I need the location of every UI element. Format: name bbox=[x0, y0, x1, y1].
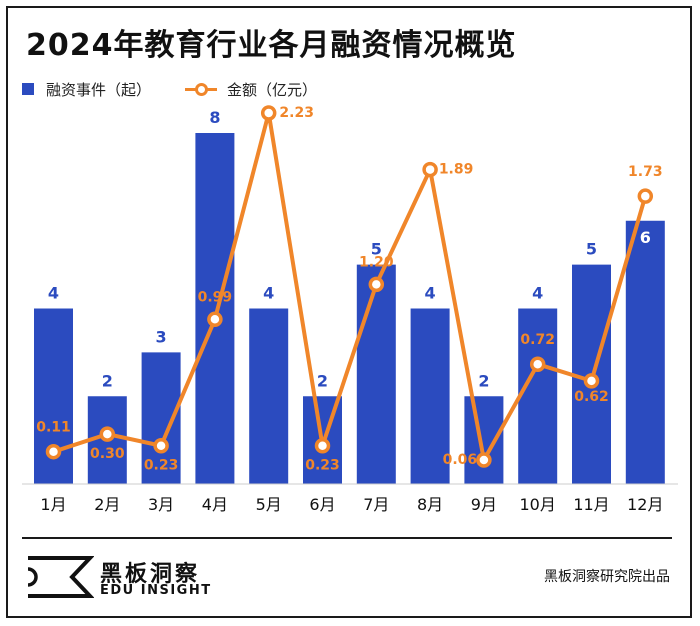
legend-item-bar: 融资事件（起） bbox=[22, 79, 151, 100]
x-tick-label-12: 12月 bbox=[627, 495, 663, 514]
x-tick-label-9: 9月 bbox=[471, 495, 497, 514]
amount-point-11 bbox=[583, 373, 600, 389]
x-tick-label-5: 5月 bbox=[256, 495, 282, 514]
bar-5 bbox=[249, 308, 289, 484]
amount-value-label-5: 2.23 bbox=[279, 105, 314, 121]
legend-item-line: 金额（亿元） bbox=[185, 79, 317, 100]
x-tick-label-2: 2月 bbox=[94, 495, 120, 514]
amount-point-10 bbox=[529, 356, 546, 372]
x-tick-label-8: 8月 bbox=[417, 495, 443, 514]
brand-name: 黑板洞察 bbox=[100, 562, 201, 587]
bar-value-label-10: 4 bbox=[532, 284, 543, 303]
bar-value-label-4: 8 bbox=[209, 108, 220, 127]
bar-value-label-9: 2 bbox=[478, 371, 489, 390]
x-tick-label-1: 1月 bbox=[40, 495, 66, 514]
bar-10 bbox=[518, 308, 558, 484]
amount-point-6 bbox=[314, 437, 331, 454]
x-tick-label-10: 10月 bbox=[520, 495, 556, 514]
x-tick-label-6: 6月 bbox=[309, 495, 335, 514]
amount-value-label-12: 1.73 bbox=[628, 164, 663, 180]
amount-point-8 bbox=[422, 161, 438, 178]
legend-bar-swatch bbox=[22, 83, 34, 95]
amount-point-2 bbox=[99, 426, 116, 442]
amount-value-label-8: 1.89 bbox=[439, 162, 474, 178]
bar-value-label-1: 4 bbox=[48, 284, 59, 303]
amount-value-label-4: 0.99 bbox=[198, 289, 233, 305]
x-tick-label-11: 11月 bbox=[573, 495, 609, 514]
bar-value-label-3: 3 bbox=[156, 327, 167, 346]
amount-value-label-1: 0.11 bbox=[36, 420, 71, 436]
amount-point-12 bbox=[637, 188, 654, 204]
bar-value-label-5: 4 bbox=[263, 284, 274, 303]
amount-value-label-6: 0.23 bbox=[305, 458, 340, 474]
amount-line bbox=[52, 111, 648, 463]
brand-logo-icon bbox=[27, 556, 94, 598]
amount-point-5 bbox=[260, 105, 277, 121]
bar-value-label-12: 6 bbox=[640, 228, 651, 247]
footer-divider bbox=[22, 537, 672, 539]
bar-value-label-7: 5 bbox=[371, 240, 382, 259]
legend-line-swatch bbox=[185, 83, 218, 96]
amount-value-label-11: 0.62 bbox=[574, 389, 609, 405]
bar-value-label-2: 2 bbox=[102, 371, 113, 390]
bar-value-label-6: 2 bbox=[317, 371, 328, 390]
x-tick-label-7: 7月 bbox=[363, 495, 389, 514]
amount-point-9 bbox=[476, 452, 492, 468]
bar-12 bbox=[625, 220, 665, 484]
amount-value-label-3: 0.23 bbox=[144, 458, 179, 474]
bar-4 bbox=[195, 133, 235, 484]
brand-subtitle: EDU INSIGHT bbox=[100, 583, 212, 598]
bar-8 bbox=[410, 308, 450, 484]
legend-bar-label: 融资事件（起） bbox=[46, 80, 152, 99]
bar-7 bbox=[356, 264, 396, 484]
amount-value-label-9: 0.06 bbox=[443, 452, 478, 468]
amount-point-4 bbox=[207, 311, 223, 328]
amount-point-1 bbox=[45, 443, 62, 460]
chart-frame bbox=[6, 6, 692, 618]
x-tick-label-3: 3月 bbox=[148, 495, 174, 514]
source-credit: 黑板洞察研究院出品 bbox=[544, 569, 670, 585]
bar-value-label-11: 5 bbox=[586, 240, 597, 259]
legend: 融资事件（起） 金额（亿元） bbox=[22, 78, 351, 100]
amount-value-label-2: 0.30 bbox=[90, 446, 125, 462]
amount-value-label-7: 1.20 bbox=[359, 254, 394, 270]
amount-value-label-10: 0.72 bbox=[520, 332, 555, 348]
chart-title: 2024年教育行业各月融资情况概览 bbox=[26, 28, 517, 63]
x-tick-label-4: 4月 bbox=[202, 495, 228, 514]
bar-9 bbox=[464, 396, 504, 484]
bar-value-label-8: 4 bbox=[425, 284, 436, 303]
amount-point-3 bbox=[153, 437, 169, 454]
legend-line-label: 金额（亿元） bbox=[227, 80, 318, 99]
amount-point-7 bbox=[368, 276, 385, 293]
